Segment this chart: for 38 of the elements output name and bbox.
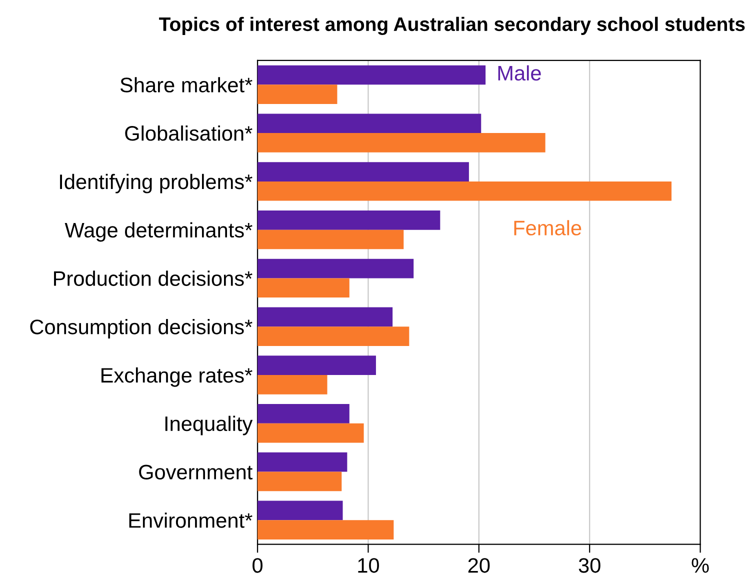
y-tick-label: Consumption decisions* xyxy=(30,319,252,338)
chart-title: Topics of interest among Australian secondary school students xyxy=(159,16,745,36)
bar xyxy=(258,258,414,278)
x-tick-label: % xyxy=(692,558,709,573)
bar xyxy=(258,404,350,424)
bar xyxy=(258,472,342,492)
bar xyxy=(258,278,350,298)
bar xyxy=(258,133,546,152)
bar xyxy=(258,307,393,327)
bar xyxy=(258,181,672,201)
y-tick-label: Wage determinants* xyxy=(64,222,252,242)
bar xyxy=(258,230,404,250)
x-tick-label: 10 xyxy=(358,558,379,573)
x-tick-label: 20 xyxy=(468,558,490,573)
y-tick-label: Environment* xyxy=(129,512,252,528)
bar xyxy=(258,210,440,230)
y-tick-label: Inequality xyxy=(165,416,253,436)
bar xyxy=(258,423,364,443)
series-label: Male xyxy=(498,65,541,81)
bar xyxy=(258,326,410,346)
y-tick-label: Identifying problems* xyxy=(60,174,252,194)
bar xyxy=(258,114,482,134)
series-label: Female xyxy=(514,220,582,236)
bar xyxy=(258,84,338,104)
y-tick-label: Production decisions* xyxy=(54,270,252,286)
y-tick-label: Government xyxy=(139,464,253,480)
x-tick-label: 0 xyxy=(252,558,263,573)
y-tick-label: Globalisation* xyxy=(125,126,252,141)
bar xyxy=(258,520,394,540)
bar xyxy=(258,356,376,375)
y-tick-label: Exchange rates* xyxy=(102,367,252,387)
bar xyxy=(258,500,343,520)
bar xyxy=(258,65,486,85)
bar xyxy=(258,162,469,182)
x-tick-label: 30 xyxy=(578,558,600,573)
bar xyxy=(258,374,328,394)
bar xyxy=(258,452,348,472)
y-tick-label: Share market* xyxy=(120,77,252,92)
